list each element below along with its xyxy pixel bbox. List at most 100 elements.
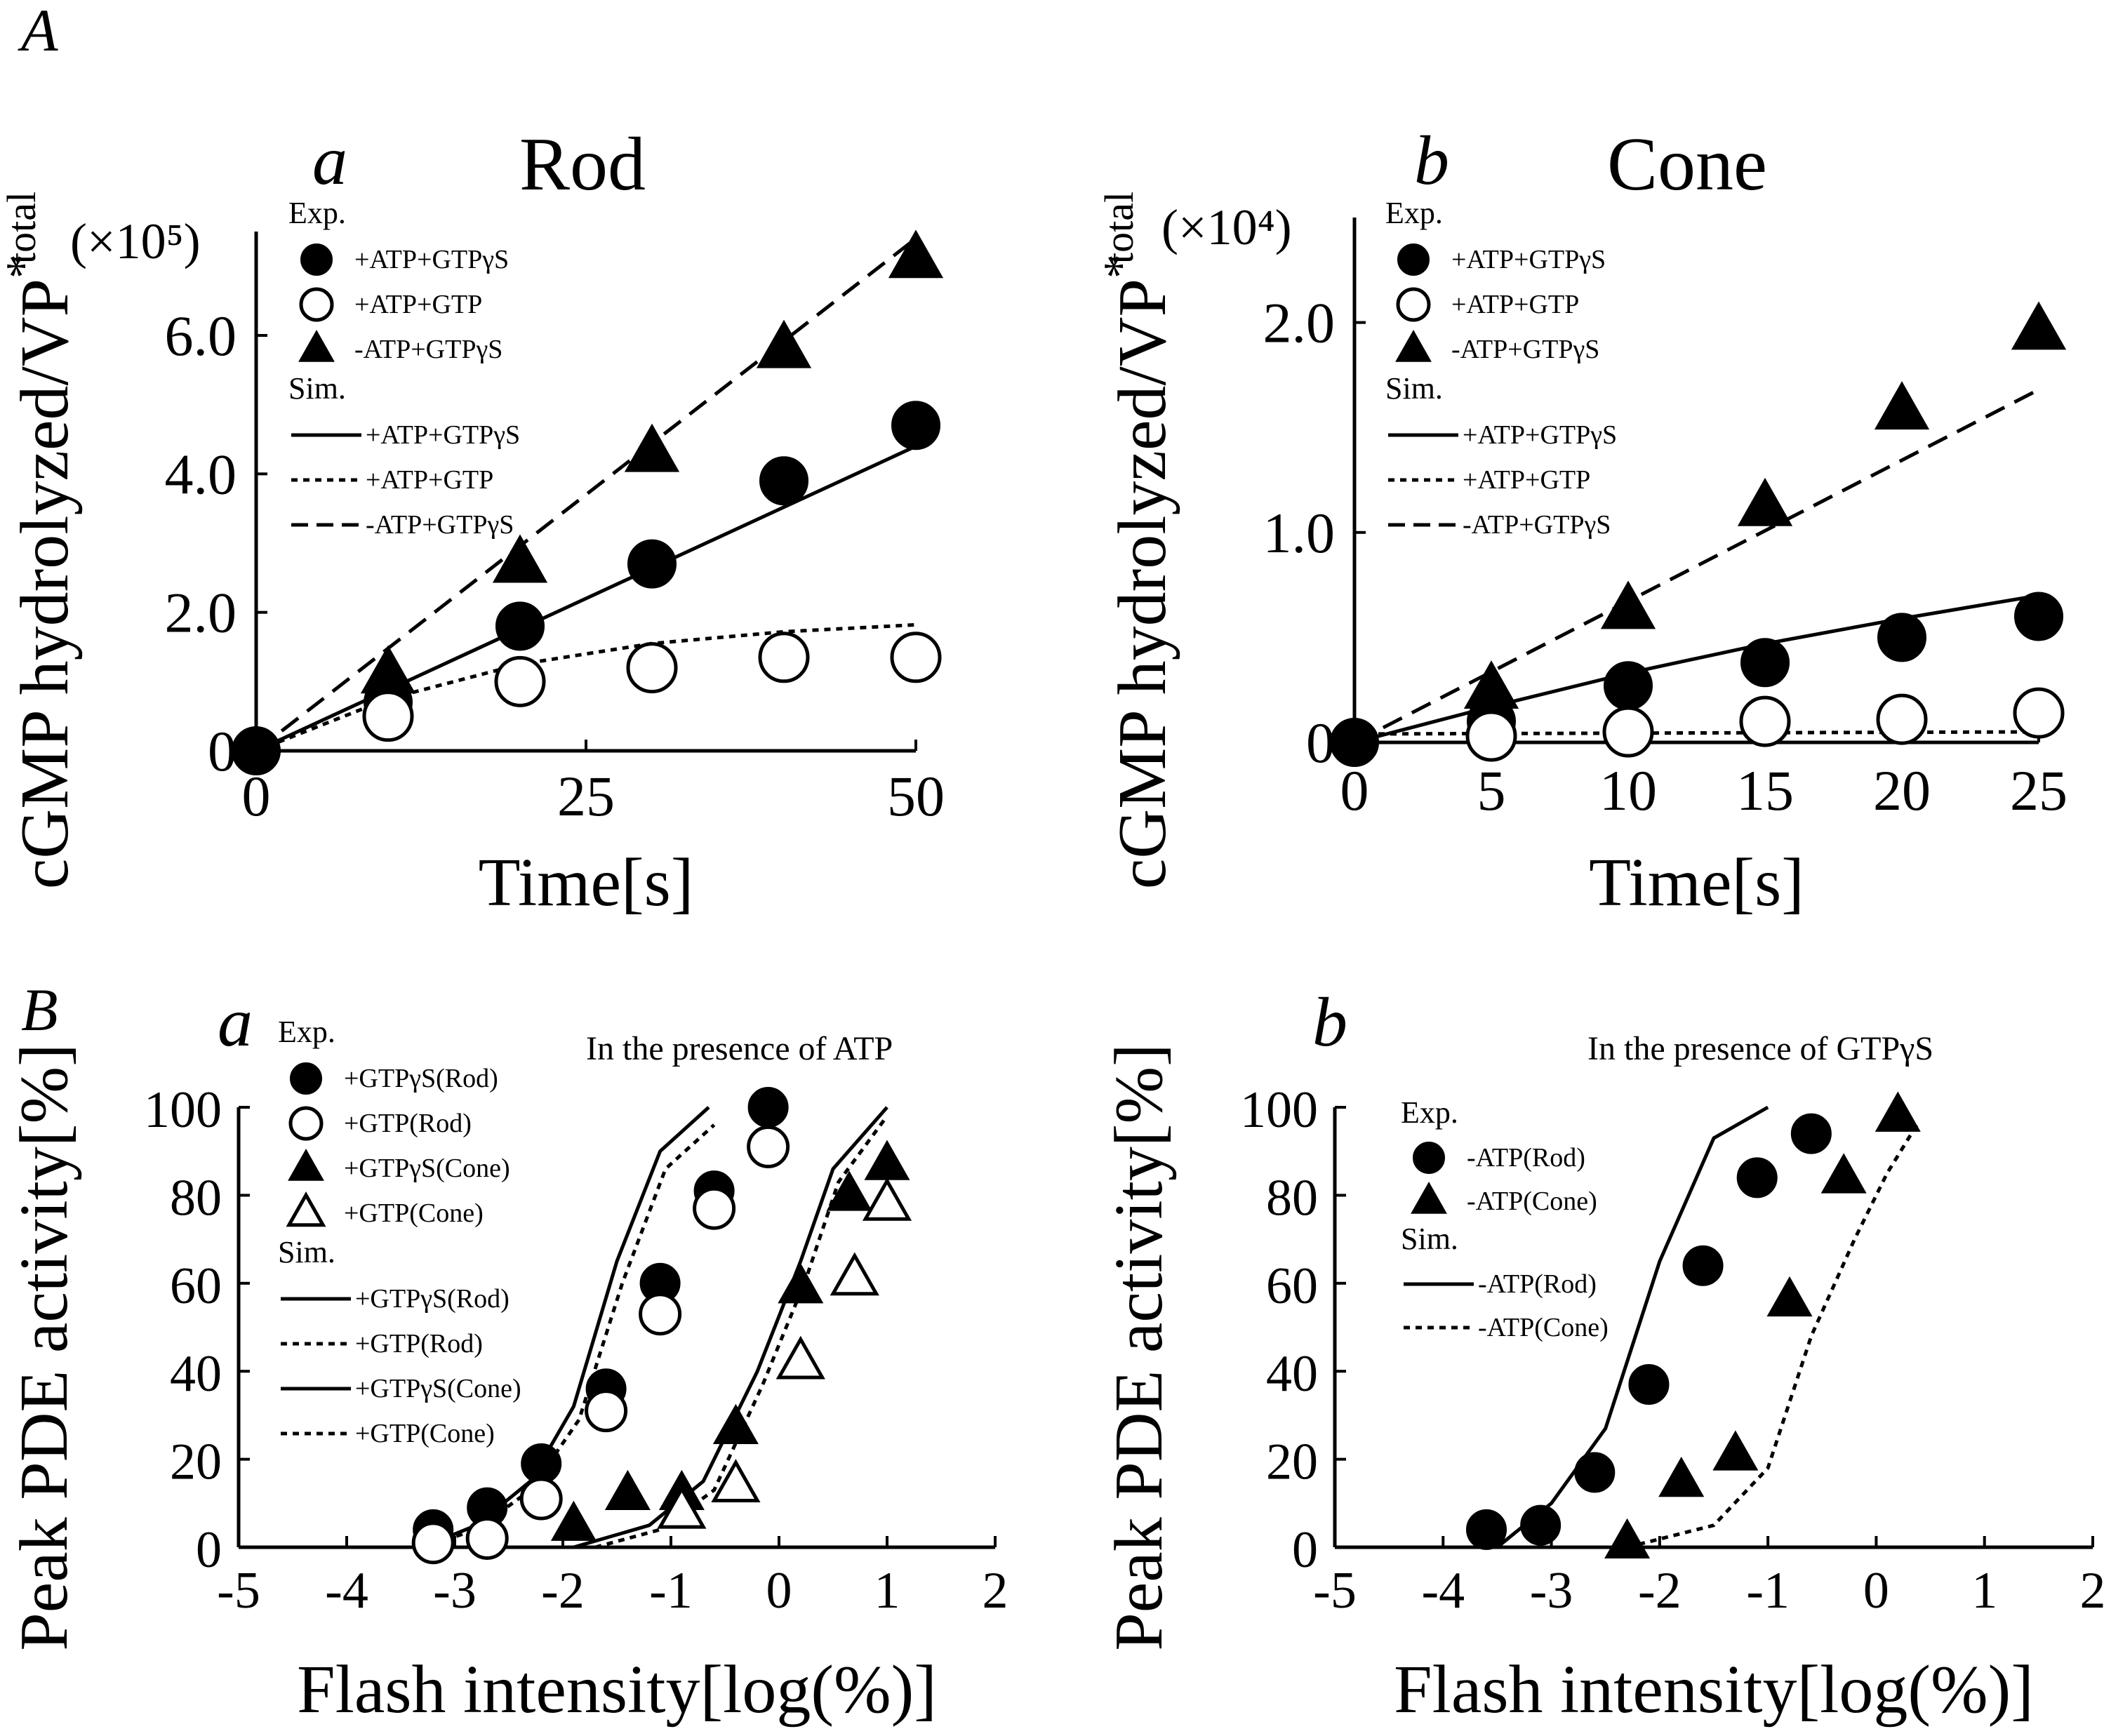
x-axis-label: Flash intensity[log(%)] — [1394, 1652, 2034, 1728]
sim-line-1 — [1354, 730, 2039, 736]
y-axis-label-main: cGMP hydrolyzed/VP — [7, 279, 83, 889]
x-tick-label: 15 — [1736, 759, 1794, 822]
x-tick-label: 50 — [887, 764, 945, 828]
x-tick-label: 1 — [874, 1562, 900, 1620]
data-point-series-1 — [1766, 1276, 1813, 1317]
panel-annotation: In the presence of ATP — [586, 1030, 893, 1067]
legend-entry-label: +GTP(Cone) — [355, 1419, 495, 1448]
legend-marker — [290, 1062, 322, 1095]
x-tick-label: -3 — [1530, 1562, 1573, 1620]
data-point-series-1 — [1875, 1091, 1921, 1132]
y-scale-multiplier: (×10⁴) — [1161, 199, 1292, 255]
x-axis-label: Time[s] — [479, 845, 694, 921]
legend-entry-label: +GTP(Rod) — [344, 1109, 472, 1138]
data-point-series-1 — [1820, 1153, 1867, 1194]
data-point-series-1 — [1602, 706, 1654, 758]
legend-entry-label: -ATP+GTPγS — [1451, 335, 1599, 364]
data-point-series-0 — [1790, 1113, 1832, 1154]
x-tick-label: -2 — [1638, 1562, 1682, 1620]
x-tick-label: 0 — [1340, 759, 1369, 822]
legend-entry-label: +GTP(Cone) — [344, 1198, 484, 1228]
y-tick-label: 1.0 — [1263, 501, 1336, 565]
data-point-series-2 — [1874, 381, 1930, 430]
data-point-series-1 — [747, 1125, 790, 1168]
panel-sub-letter: a — [218, 983, 253, 1061]
data-point-series-0 — [1877, 613, 1926, 662]
panel-annotation: In the presence of GTPγS — [1587, 1030, 1933, 1067]
x-tick-label: -3 — [433, 1562, 477, 1620]
data-point-series-1 — [2013, 687, 2065, 739]
sim-line-2 — [1353, 388, 2040, 745]
sim-line-2 — [255, 236, 917, 752]
data-point-series-1 — [494, 655, 546, 707]
legend-entry-label: +GTPγS(Rod) — [344, 1064, 498, 1093]
data-point-series-0 — [1520, 1504, 1562, 1546]
data-point-series-1 — [1876, 693, 1928, 745]
x-tick-label: -5 — [217, 1562, 260, 1620]
legend-sim-heading: Sim. — [278, 1235, 335, 1269]
data-point-series-1 — [411, 1521, 455, 1565]
legend-entry-label: +GTPγS(Cone) — [355, 1374, 521, 1403]
data-point-series-2 — [624, 423, 680, 472]
y-axis-label-subscript: total — [1096, 192, 1142, 264]
legend-marker — [286, 1191, 326, 1227]
data-point-series-1 — [1658, 1456, 1705, 1497]
legend-marker — [1411, 1182, 1447, 1214]
legend-exp-heading: Exp. — [1385, 196, 1443, 230]
legend-marker — [288, 1106, 324, 1141]
sim-line-1 — [255, 622, 917, 753]
legend-entry-label: -ATP+GTPγS — [1463, 510, 1611, 540]
legend-exp-heading: Exp. — [1401, 1095, 1458, 1130]
legend-entry-label: -ATP+GTPγS — [354, 335, 502, 364]
y-tick-label: 100 — [144, 1081, 222, 1139]
y-axis-label: cGMP hydrolyzed/VP*total — [0, 192, 83, 889]
legend-entry-label: -ATP(Rod) — [1467, 1143, 1585, 1173]
data-point-series-2 — [712, 1403, 759, 1444]
legend-marker — [1396, 287, 1431, 322]
x-tick-label: -4 — [1421, 1562, 1465, 1620]
y-axis-label-superscript: * — [0, 254, 51, 279]
y-tick-label: 40 — [170, 1345, 222, 1403]
data-point-series-1 — [639, 1293, 682, 1336]
sim-line-1 — [1626, 1119, 1922, 1549]
figure-label-A: A — [18, 0, 58, 64]
data-point-series-1 — [1604, 1518, 1651, 1559]
data-point-series-1 — [362, 690, 414, 742]
data-point-series-2 — [492, 534, 548, 583]
panel-sub-letter: b — [1414, 121, 1449, 199]
data-point-series-1 — [1465, 710, 1517, 762]
legend-marker — [300, 243, 333, 276]
data-point-series-3 — [657, 1485, 707, 1529]
data-point-series-3 — [830, 1252, 879, 1296]
data-point-series-0 — [1682, 1245, 1724, 1286]
panel-sub-letter: b — [1312, 983, 1347, 1061]
legend-entry-label: +GTPγS(Cone) — [344, 1154, 510, 1183]
data-point-series-3 — [775, 1335, 825, 1380]
y-tick-label: 2.0 — [165, 581, 237, 645]
legend-marker — [1395, 330, 1432, 362]
data-point-series-0 — [1466, 1509, 1507, 1550]
y-tick-label: 60 — [1266, 1257, 1318, 1315]
legend-entry-label: -ATP(Rod) — [1478, 1269, 1597, 1299]
data-point-series-2 — [888, 229, 944, 279]
sim-line-0 — [255, 444, 917, 753]
x-tick-label: -4 — [325, 1562, 368, 1620]
legend-entry-label: +ATP+GTP — [1451, 290, 1579, 319]
y-axis-label: Peak PDE activity[%] — [6, 1043, 82, 1650]
data-point-series-0 — [1574, 1452, 1616, 1493]
y-tick-label: 20 — [170, 1434, 222, 1491]
data-point-series-2 — [1737, 477, 1793, 526]
legend-entry-label: +GTP(Rod) — [355, 1329, 483, 1358]
legend-entry-label: +ATP+GTPγS — [366, 420, 520, 450]
x-tick-label: -5 — [1313, 1562, 1357, 1620]
x-tick-label: 25 — [2010, 759, 2068, 822]
data-point-series-1 — [1739, 695, 1791, 747]
y-axis-label: Peak PDE activity[%] — [1101, 1043, 1177, 1650]
data-point-series-2 — [604, 1469, 651, 1511]
data-point-series-2 — [826, 1170, 872, 1211]
y-axis-label-main: cGMP hydrolyzed/VP — [1105, 279, 1180, 889]
data-point-series-0 — [1740, 638, 1790, 688]
data-point-series-2 — [1600, 580, 1656, 629]
